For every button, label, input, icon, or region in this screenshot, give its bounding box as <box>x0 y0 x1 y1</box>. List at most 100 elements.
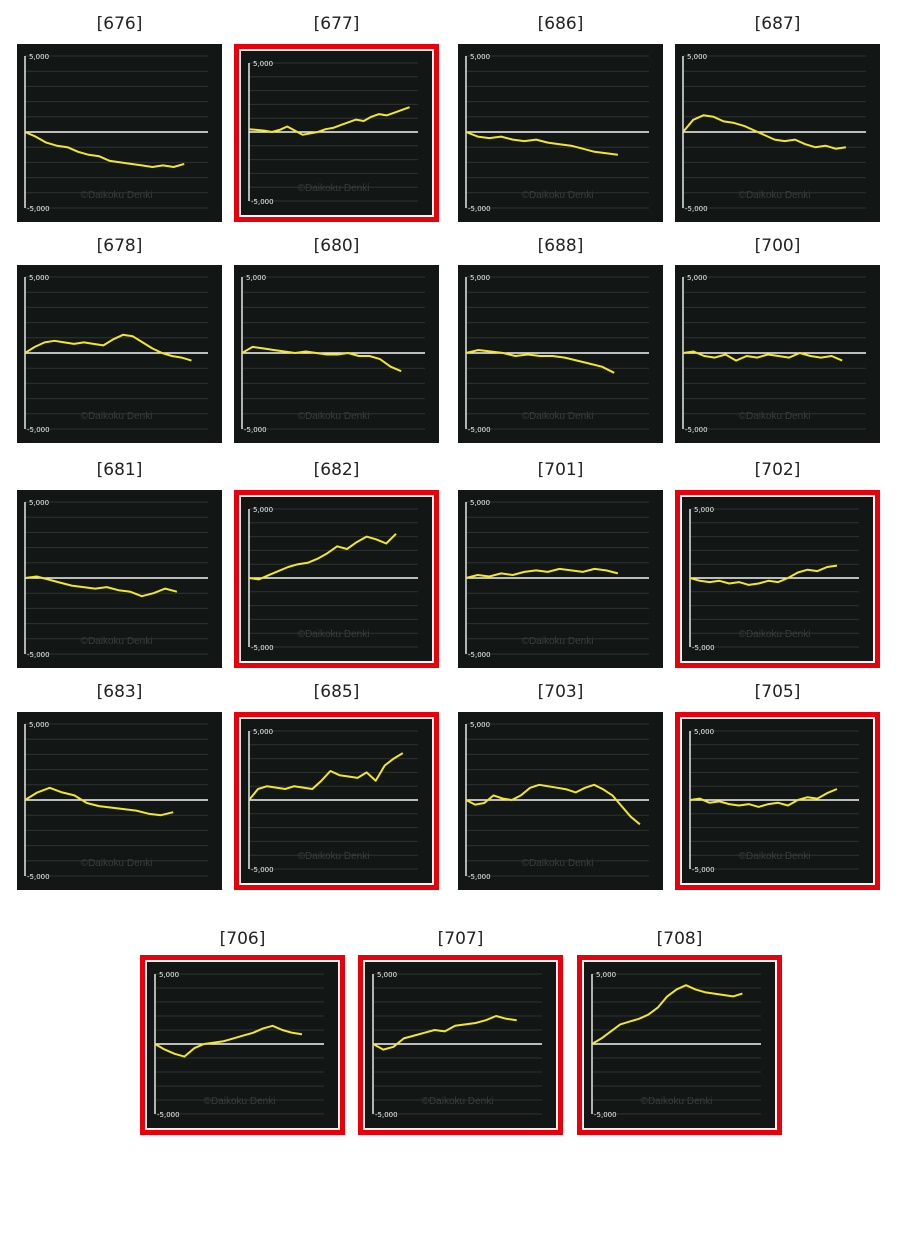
watermark: ©Daikoku Denki <box>522 190 594 201</box>
machine-number-label: [701] <box>537 460 584 480</box>
y-max-tick-label: 5,000 <box>29 53 49 61</box>
series-line <box>465 349 615 374</box>
y-min-tick-label: -5,000 <box>27 426 50 434</box>
series-line <box>248 752 404 801</box>
highlight-frame <box>140 955 345 1135</box>
y-max-tick-label: 5,000 <box>470 274 490 282</box>
y-max-tick-label: 5,000 <box>694 728 714 736</box>
graph-panel: 5,000 -5,000 ©Daikoku Denki <box>458 44 663 222</box>
y-max-tick-label: 5,000 <box>470 721 490 729</box>
watermark: ©Daikoku Denki <box>298 851 370 862</box>
machine-number-label: [680] <box>313 236 360 256</box>
series-line <box>24 131 185 168</box>
y-max-tick-label: 5,000 <box>29 721 49 729</box>
series-line <box>465 567 619 579</box>
machine-number-label: [688] <box>537 236 584 256</box>
watermark: ©Daikoku Denki <box>81 190 153 201</box>
graph-panel: 5,000 -5,000 ©Daikoku Denki <box>458 490 663 668</box>
watermark: ©Daikoku Denki <box>298 411 370 422</box>
graph-panel: 5,000 -5,000 ©Daikoku Denki <box>239 49 434 217</box>
machine-number-label: [687] <box>754 14 801 34</box>
y-min-tick-label: -5,000 <box>468 873 491 881</box>
y-max-tick-label: 5,000 <box>470 499 490 507</box>
highlight-frame <box>577 955 782 1135</box>
graph-plot: 5,000 -5,000 ©Daikoku Denki <box>689 728 859 874</box>
watermark: ©Daikoku Denki <box>422 1096 494 1107</box>
y-min-tick-label: -5,000 <box>375 1111 398 1119</box>
watermark: ©Daikoku Denki <box>81 858 153 869</box>
graph-plot: 5,000 -5,000 ©Daikoku Denki <box>372 971 542 1119</box>
graph-panel: 5,000 -5,000 ©Daikoku Denki <box>239 717 434 885</box>
series-line <box>689 564 838 586</box>
series-line <box>465 131 619 156</box>
graph-panel: 5,000 -5,000 ©Daikoku Denki <box>17 44 222 222</box>
machine-number-label: [707] <box>437 929 484 949</box>
graph-plot: 5,000 -5,000 ©Daikoku Denki <box>591 971 761 1119</box>
series-line <box>372 1015 517 1051</box>
series-line <box>248 533 397 581</box>
machine-number-label: [678] <box>96 236 143 256</box>
watermark: ©Daikoku Denki <box>522 636 594 647</box>
y-max-tick-label: 5,000 <box>253 728 273 736</box>
y-min-tick-label: -5,000 <box>27 651 50 659</box>
graph-plot: 5,000 -5,000 ©Daikoku Denki <box>465 274 649 434</box>
y-max-tick-label: 5,000 <box>377 971 397 979</box>
y-max-tick-label: 5,000 <box>253 506 273 514</box>
graph-plot: 5,000 -5,000 ©Daikoku Denki <box>465 53 649 213</box>
machine-number-label: [683] <box>96 682 143 702</box>
watermark: ©Daikoku Denki <box>739 629 811 640</box>
graph-panel: 5,000 -5,000 ©Daikoku Denki <box>458 712 663 890</box>
y-min-tick-label: -5,000 <box>468 205 491 213</box>
series-line <box>248 106 410 136</box>
y-max-tick-label: 5,000 <box>29 274 49 282</box>
y-min-tick-label: -5,000 <box>27 205 50 213</box>
graph-plot: 5,000 -5,000 ©Daikoku Denki <box>465 721 649 881</box>
y-max-tick-label: 5,000 <box>596 971 616 979</box>
y-min-tick-label: -5,000 <box>251 866 274 874</box>
watermark: ©Daikoku Denki <box>204 1096 276 1107</box>
y-max-tick-label: 5,000 <box>694 506 714 514</box>
machine-number-label: [706] <box>219 929 266 949</box>
graph-plot: 5,000 -5,000 ©Daikoku Denki <box>241 274 425 434</box>
watermark: ©Daikoku Denki <box>81 636 153 647</box>
graph-plot: 5,000 -5,000 ©Daikoku Denki <box>682 274 866 434</box>
graph-panel: 5,000 -5,000 ©Daikoku Denki <box>582 960 777 1130</box>
graph-plot: 5,000 -5,000 ©Daikoku Denki <box>24 499 208 659</box>
y-max-tick-label: 5,000 <box>687 53 707 61</box>
graph-panel: 5,000 -5,000 ©Daikoku Denki <box>675 265 880 443</box>
graph-panel: 5,000 -5,000 ©Daikoku Denki <box>17 712 222 890</box>
graph-panel: 5,000 -5,000 ©Daikoku Denki <box>680 495 875 663</box>
y-min-tick-label: -5,000 <box>251 198 274 206</box>
graph-panel: 5,000 -5,000 ©Daikoku Denki <box>675 44 880 222</box>
series-line <box>591 984 743 1045</box>
series-line <box>241 345 402 373</box>
y-max-tick-label: 5,000 <box>246 274 266 282</box>
y-min-tick-label: -5,000 <box>468 426 491 434</box>
watermark: ©Daikoku Denki <box>81 411 153 422</box>
graph-panel: 5,000 -5,000 ©Daikoku Denki <box>17 490 222 668</box>
y-min-tick-label: -5,000 <box>27 873 50 881</box>
watermark: ©Daikoku Denki <box>739 851 811 862</box>
graph-panel: 5,000 -5,000 ©Daikoku Denki <box>145 960 340 1130</box>
graph-plot: 5,000 -5,000 ©Daikoku Denki <box>682 53 866 213</box>
watermark: ©Daikoku Denki <box>298 183 370 194</box>
graph-panel: 5,000 -5,000 ©Daikoku Denki <box>680 717 875 885</box>
machine-number-label: [686] <box>537 14 584 34</box>
series-line <box>24 786 174 817</box>
y-min-tick-label: -5,000 <box>685 426 708 434</box>
graph-panel: 5,000 -5,000 ©Daikoku Denki <box>458 265 663 443</box>
watermark: ©Daikoku Denki <box>522 858 594 869</box>
highlight-frame <box>675 490 880 668</box>
machine-number-label: [677] <box>313 14 360 34</box>
y-min-tick-label: -5,000 <box>685 205 708 213</box>
machine-number-label: [702] <box>754 460 801 480</box>
machine-number-label: [681] <box>96 460 143 480</box>
watermark: ©Daikoku Denki <box>522 411 594 422</box>
graph-panel: 5,000 -5,000 ©Daikoku Denki <box>363 960 558 1130</box>
graph-panel: 5,000 -5,000 ©Daikoku Denki <box>239 495 434 663</box>
watermark: ©Daikoku Denki <box>298 629 370 640</box>
machine-number-label: [708] <box>656 929 703 949</box>
graph-plot: 5,000 -5,000 ©Daikoku Denki <box>24 274 208 434</box>
y-max-tick-label: 5,000 <box>29 499 49 507</box>
highlight-frame <box>234 44 439 222</box>
